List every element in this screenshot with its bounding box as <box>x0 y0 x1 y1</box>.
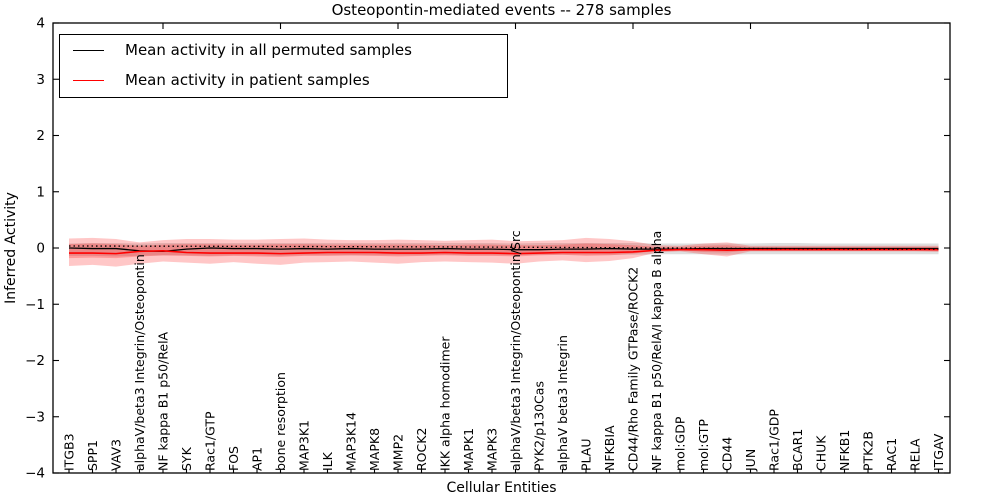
y-tick-label: −4 <box>25 466 45 482</box>
x-tick-label: RAC1 <box>884 438 899 471</box>
series-dotted-line <box>69 245 939 250</box>
x-tick-label: NFKB1 <box>837 430 852 471</box>
y-tick-label: 1 <box>36 184 45 200</box>
series-solid-line <box>69 248 939 255</box>
x-tick-label: MAP3K1 <box>297 420 312 471</box>
x-tick-label: SPP1 <box>85 440 100 471</box>
x-axis-label: Cellular Entities <box>446 480 557 496</box>
x-tick-label: alphaV beta3 Integrin <box>555 335 570 471</box>
x-tick-label: ROCK2 <box>414 428 429 471</box>
legend-line-black-icon <box>73 49 104 51</box>
x-tick-label: AP1 <box>250 447 265 471</box>
x-tick-label: alphaV/beta3 Integrin/Osteopontin/Src <box>508 230 523 471</box>
x-tick-label: JUN <box>743 449 758 472</box>
patient-outer-band <box>69 237 939 267</box>
x-tick-label: NFKBIA <box>602 425 617 471</box>
legend-item-patient: Mean activity in patient samples <box>60 65 507 95</box>
y-tick-label: −2 <box>25 353 45 369</box>
x-tick-label: mol:GDP <box>673 416 688 471</box>
chart-title: Osteopontin-mediated events -- 278 sampl… <box>331 1 672 19</box>
x-tick-label: BCAR1 <box>790 429 805 471</box>
x-tick-label: ILK <box>320 451 335 471</box>
x-tick-label: SYK <box>179 446 194 471</box>
x-tick-label: ITGB3 <box>62 433 77 471</box>
y-tick-label: 3 <box>36 72 45 88</box>
x-tick-label: MMP2 <box>391 434 406 471</box>
x-tick-label: mol:GTP <box>696 419 711 471</box>
x-tick-label: alphaV/beta3 Integrin/Osteopontin <box>132 254 147 471</box>
legend-item-permuted: Mean activity in all permuted samples <box>60 35 507 65</box>
x-tick-label: PTK2B <box>861 431 876 471</box>
x-tick-label: NF kappa B1 p50/RelA/I kappa B alpha <box>649 231 664 471</box>
legend: Mean activity in all permuted samples Me… <box>59 34 508 98</box>
x-tick-label: MAPK8 <box>367 428 382 471</box>
legend-label-patient: Mean activity in patient samples <box>125 71 370 89</box>
x-tick-label: CHUK <box>814 435 829 471</box>
x-tick-label: ITGAV <box>931 433 946 471</box>
x-tick-label: Rac1/GTP <box>203 411 218 471</box>
x-tick-label: Rac1/GDP <box>767 409 782 471</box>
x-tick-label: RELA <box>908 438 923 471</box>
y-tick-label: −3 <box>25 409 45 425</box>
y-tick-label: −1 <box>25 297 45 313</box>
x-tick-label: IKK alpha homodimer <box>438 336 453 471</box>
legend-line-red-icon <box>73 79 104 81</box>
x-tick-label: MAPK1 <box>461 428 476 471</box>
patient-inner-band <box>69 243 939 259</box>
x-tick-label: CD44 <box>720 437 735 471</box>
x-tick-label: bone resorption <box>273 372 288 471</box>
x-tick-label: MAP3K14 <box>344 412 359 471</box>
legend-label-permuted: Mean activity in all permuted samples <box>125 41 412 59</box>
y-tick-label: 0 <box>36 241 45 257</box>
x-tick-label: PLAU <box>579 439 594 472</box>
x-tick-label: MAPK3 <box>485 428 500 471</box>
x-tick-label: VAV3 <box>109 439 124 471</box>
x-tick-label: PYK2/p130Cas <box>532 381 547 471</box>
y-tick-label: 4 <box>36 16 45 32</box>
x-tick-label: NF kappa B1 p50/RelA <box>156 331 171 471</box>
y-tick-label: 2 <box>36 128 45 144</box>
x-tick-label: CD44/Rho Family GTPase/ROCK2 <box>626 267 641 471</box>
x-tick-label: FOS <box>226 446 241 471</box>
